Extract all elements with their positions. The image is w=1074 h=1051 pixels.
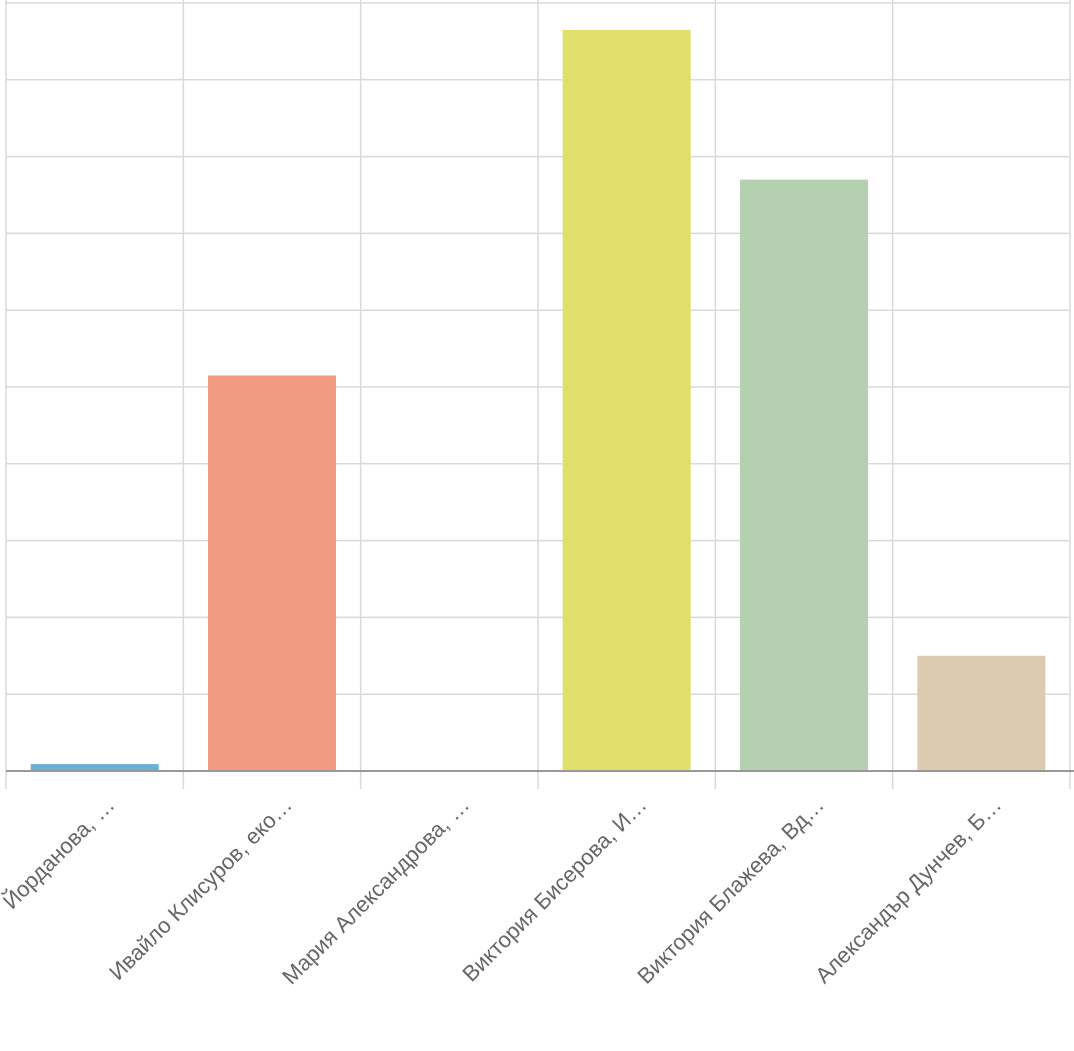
bar [30, 764, 159, 771]
x-tick-labels: Йорданова, …Ивайло Клисуров, еко…Мария А… [0, 792, 1006, 989]
bar [740, 179, 868, 771]
x-tick-label: Александър Дунчев, Б… [810, 792, 1006, 988]
x-tick-label: Мария Александрова, … [277, 792, 474, 989]
bar [208, 375, 336, 771]
grid-lines [5, 0, 1071, 771]
x-axis [5, 770, 1074, 789]
x-tick-label: Ивайло Клисуров, еко… [104, 792, 297, 985]
bar [917, 655, 1046, 771]
bar [562, 29, 691, 771]
x-tick-label: Йорданова, … [0, 792, 120, 914]
x-tick-label: Виктория Блажева, Вд… [632, 792, 828, 988]
bars [30, 29, 1046, 771]
x-tick-label: Виктория Бисерова, И… [457, 792, 651, 986]
